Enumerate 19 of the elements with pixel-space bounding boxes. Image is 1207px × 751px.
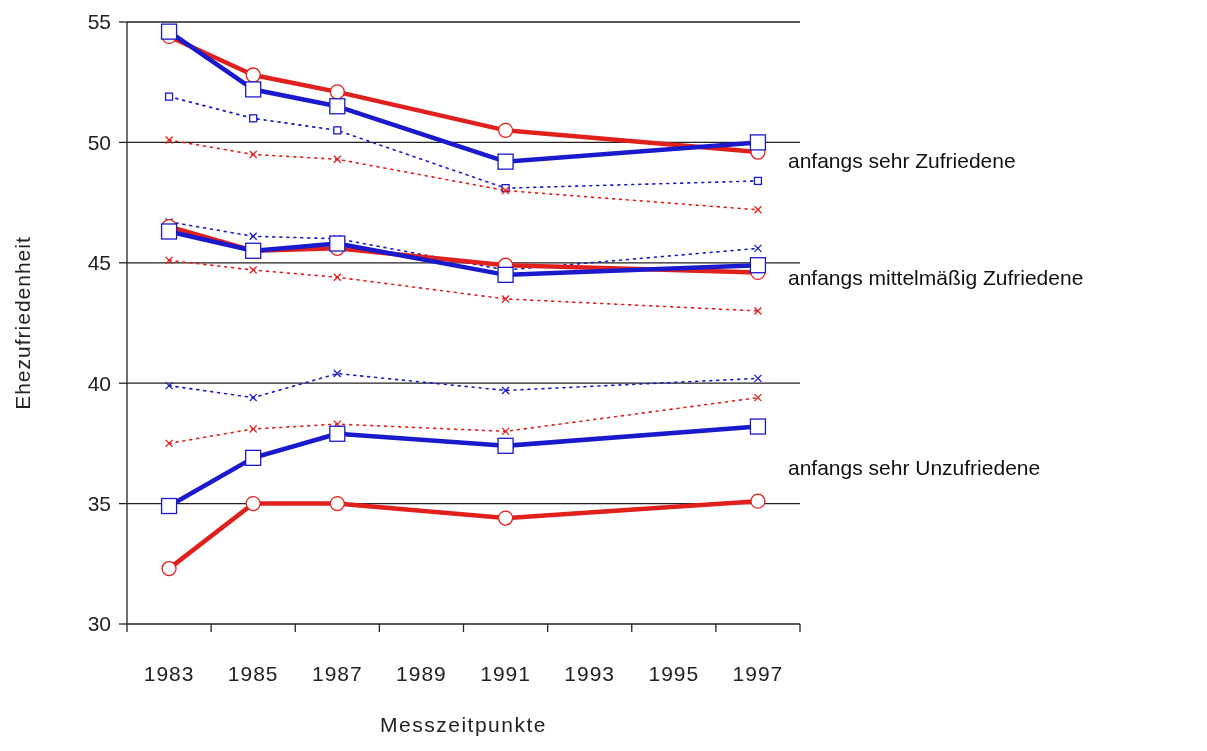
x-tick-label: 1987 [311,662,363,686]
y-tick-label: 30 [87,612,111,636]
x-tick-label: 1989 [396,662,447,686]
x-tick-label: 1997 [732,662,784,686]
x-tick-label: 1991 [480,662,531,686]
y-tick-label: 45 [87,251,111,275]
y-tick-label: 40 [87,371,111,395]
annotation: anfangs sehr Zufriedene [788,148,1016,172]
x-tick-label: 1995 [648,662,700,686]
x-tick-label: 1993 [564,662,616,686]
y-tick-label: 35 [87,491,111,515]
y-tick-label: 50 [87,130,111,154]
y-tick-label: 55 [87,10,111,34]
x-axis-title: Messzeitpunkte [380,713,547,736]
annotation: anfangs sehr Unzufriedene [788,455,1041,479]
x-tick-label: 1985 [227,662,279,686]
x-tick-label: 1983 [143,662,195,686]
y-axis-title: Ehezufriedenheit [11,236,34,410]
annotation: anfangs mittelmäßig Zufriedene [788,266,1084,290]
